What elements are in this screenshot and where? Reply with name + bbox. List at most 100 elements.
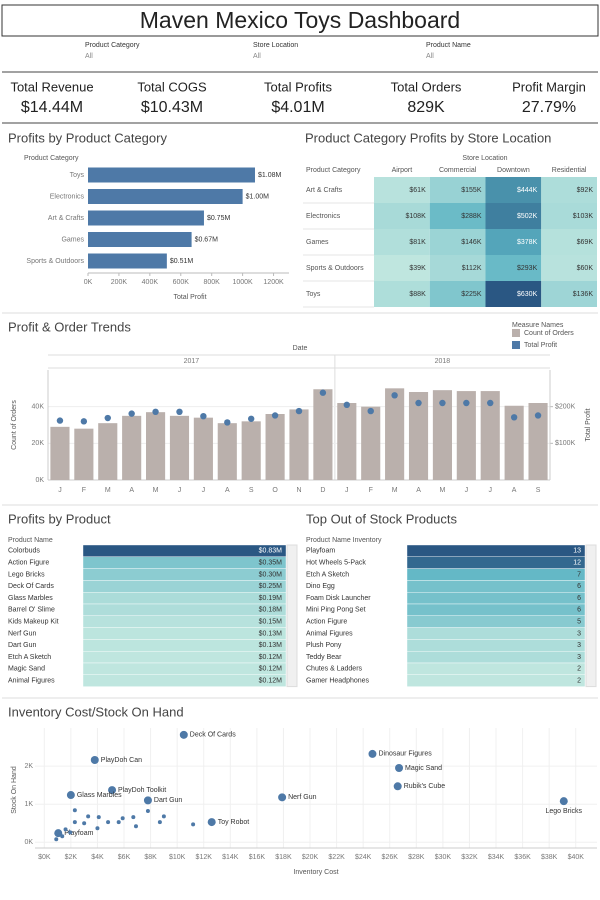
table-cell[interactable] <box>82 580 287 593</box>
heat-cell[interactable] <box>485 229 542 255</box>
row-label[interactable]: Etch A Sketch <box>8 654 51 661</box>
heat-cell[interactable] <box>485 281 542 307</box>
legend-label[interactable]: Count of Orders <box>524 330 574 337</box>
dot[interactable] <box>415 399 422 407</box>
point[interactable] <box>368 749 377 758</box>
point[interactable] <box>106 820 111 825</box>
point[interactable] <box>207 818 216 827</box>
scrollbar[interactable] <box>585 544 597 688</box>
bar[interactable] <box>122 415 142 480</box>
bar[interactable] <box>88 167 255 183</box>
table-cell[interactable] <box>406 592 586 605</box>
dot[interactable] <box>295 407 303 415</box>
bar[interactable] <box>88 232 192 247</box>
bar[interactable] <box>480 391 500 480</box>
heat-cell[interactable] <box>541 255 597 281</box>
table-cell[interactable] <box>82 544 287 558</box>
table-cell[interactable] <box>82 627 287 640</box>
filter-value[interactable]: All <box>85 53 93 60</box>
bar[interactable] <box>289 409 309 480</box>
bar[interactable] <box>385 388 405 480</box>
point[interactable] <box>133 824 138 829</box>
dot[interactable] <box>510 414 518 421</box>
filter-value[interactable]: All <box>253 53 261 60</box>
row-label[interactable]: Colorbuds <box>8 548 40 555</box>
dot[interactable] <box>247 415 255 422</box>
row-label[interactable]: Etch A Sketch <box>306 571 349 578</box>
point[interactable] <box>63 827 68 832</box>
table-cell[interactable] <box>406 568 586 581</box>
row-label[interactable]: Hot Wheels 5-Pack <box>306 560 366 567</box>
bar[interactable] <box>265 414 285 480</box>
bar[interactable] <box>146 412 166 480</box>
table-cell[interactable] <box>82 651 287 664</box>
table-cell[interactable] <box>406 556 586 569</box>
point[interactable] <box>161 814 166 819</box>
bar[interactable] <box>74 428 94 480</box>
point[interactable] <box>179 730 188 739</box>
heat-cell[interactable] <box>541 229 597 255</box>
heat-cell[interactable] <box>541 177 597 203</box>
bar[interactable] <box>408 392 429 480</box>
row-label[interactable]: Animal Figures <box>306 630 353 637</box>
bar[interactable] <box>456 391 476 480</box>
point[interactable] <box>559 797 568 806</box>
point[interactable] <box>157 820 162 825</box>
row-label[interactable]: Barrel O' Slime <box>8 607 55 614</box>
point[interactable] <box>116 820 121 825</box>
bar[interactable] <box>98 423 118 480</box>
filter-label[interactable]: Store Location <box>253 42 298 49</box>
point[interactable] <box>95 826 100 831</box>
scrollbar[interactable] <box>286 544 298 688</box>
filter-label[interactable]: Product Name <box>426 42 471 49</box>
dot[interactable] <box>319 389 327 396</box>
point[interactable] <box>54 837 59 842</box>
point[interactable] <box>393 782 402 791</box>
row-label[interactable]: Lego Bricks <box>8 571 45 578</box>
row-label[interactable]: Action Figure <box>8 560 49 567</box>
point[interactable] <box>108 786 117 795</box>
heat-cell[interactable] <box>541 281 597 307</box>
filter-value[interactable]: All <box>426 53 434 60</box>
row-label[interactable]: Kids Makeup Kit <box>8 619 59 626</box>
heat-cell[interactable] <box>541 203 597 229</box>
table-cell[interactable] <box>406 662 586 676</box>
heat-cell[interactable] <box>429 229 486 255</box>
legend-label[interactable]: Total Profit <box>524 342 557 349</box>
dot[interactable] <box>271 412 279 419</box>
point[interactable] <box>143 796 152 805</box>
heat-cell[interactable] <box>429 281 486 307</box>
row-label[interactable]: Glass Marbles <box>8 595 53 602</box>
table-cell[interactable] <box>82 603 287 617</box>
point[interactable] <box>96 815 101 820</box>
bar[interactable] <box>528 403 548 480</box>
heat-cell[interactable] <box>374 203 430 229</box>
table-cell[interactable] <box>406 639 586 652</box>
table-cell[interactable] <box>406 544 586 558</box>
table-cell[interactable] <box>82 556 287 569</box>
point[interactable] <box>82 821 87 826</box>
heat-cell[interactable] <box>485 177 542 203</box>
dot[interactable] <box>152 408 159 415</box>
dot[interactable] <box>176 408 183 415</box>
legend-swatch[interactable] <box>512 341 520 349</box>
heat-cell[interactable] <box>374 229 430 255</box>
table-cell[interactable] <box>406 580 586 593</box>
filter-label[interactable]: Product Category <box>85 42 140 49</box>
row-label[interactable]: Foam Disk Launcher <box>306 595 371 602</box>
table-cell[interactable] <box>82 662 287 676</box>
bar[interactable] <box>241 421 261 480</box>
dot[interactable] <box>439 399 446 407</box>
heat-cell[interactable] <box>429 177 486 203</box>
point[interactable] <box>54 829 63 838</box>
dot[interactable] <box>200 413 207 420</box>
point[interactable] <box>72 820 77 825</box>
point[interactable] <box>191 822 196 827</box>
row-label[interactable]: Dino Egg <box>306 583 335 590</box>
table-cell[interactable] <box>82 568 287 581</box>
point[interactable] <box>90 756 99 764</box>
table-cell[interactable] <box>82 639 287 652</box>
row-label[interactable]: Teddy Bear <box>306 654 342 661</box>
row-label[interactable]: Dart Gun <box>8 642 37 649</box>
row-label[interactable]: Animal Figures <box>8 678 55 685</box>
